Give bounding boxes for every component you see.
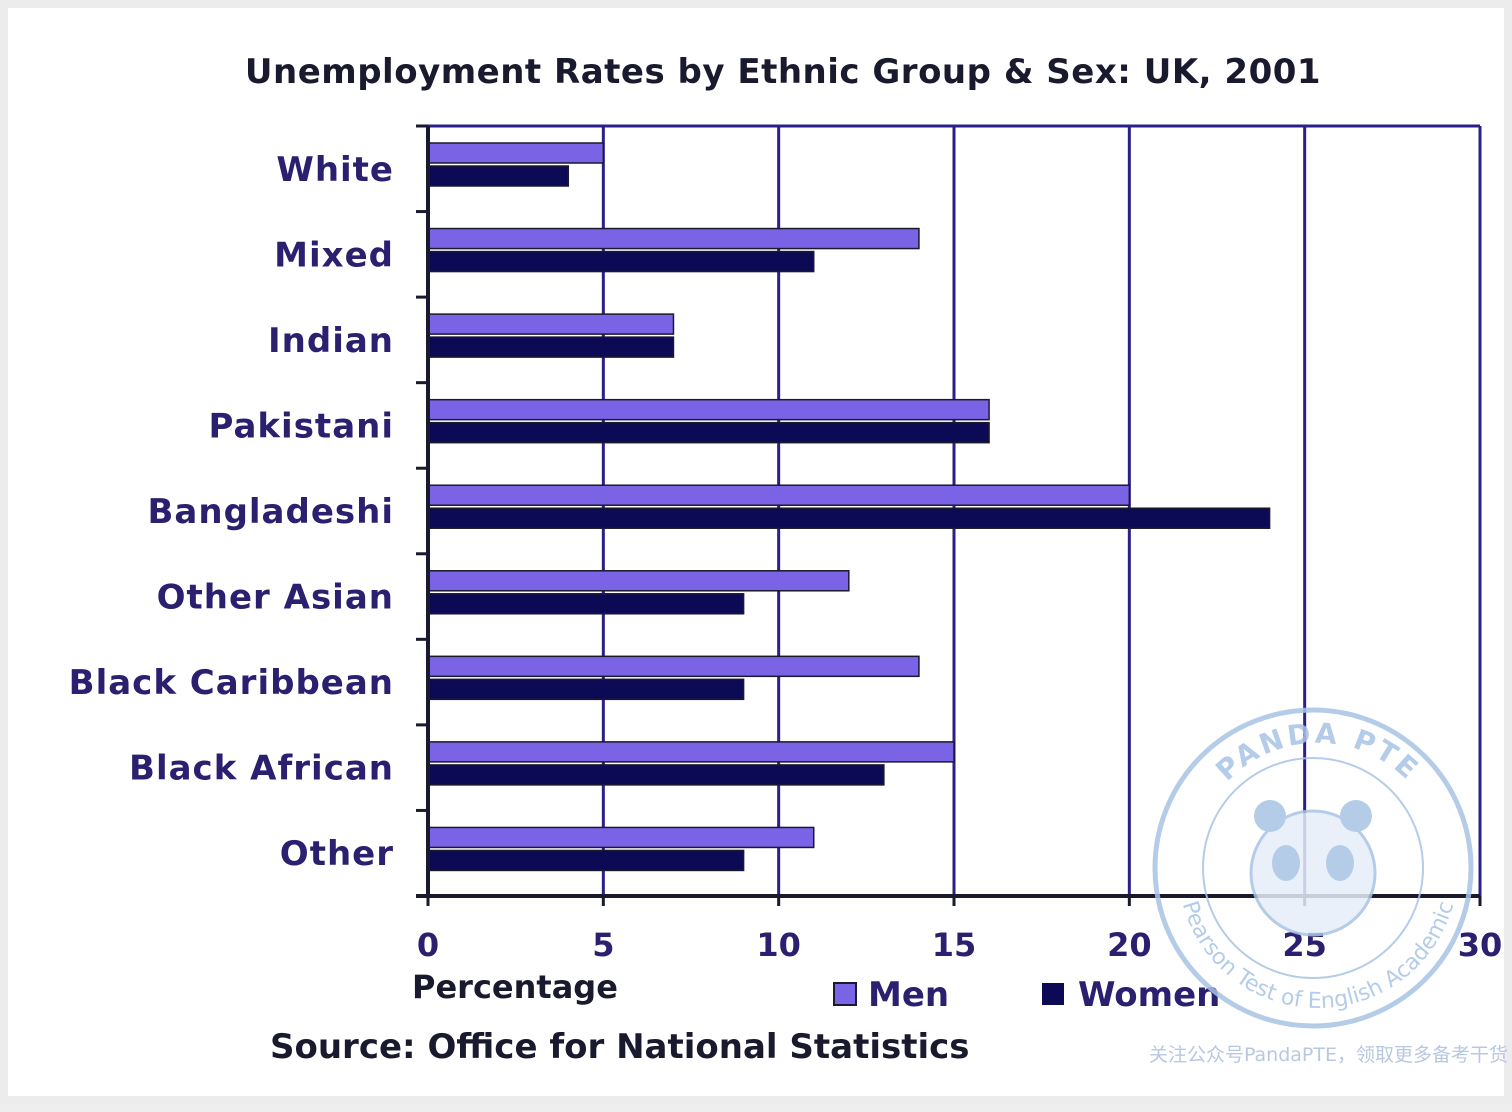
x-tick-label: 20 bbox=[1107, 926, 1152, 964]
plot-area: 0 5 10 15 20 25 30WhiteMixedIndianPakistaniBan… bbox=[69, 124, 1503, 964]
source-note: Source: Office for National Statistics bbox=[270, 1027, 970, 1067]
bar-chart: Unemployment Rates by Ethnic Group & Sex… bbox=[69, 52, 1508, 1067]
category-label: Other Asian bbox=[157, 578, 394, 618]
category-label: Indian bbox=[268, 321, 394, 361]
panda-pte-watermark-seal: PANDA PTE Pearson Test of English Academ… bbox=[1152, 707, 1474, 1029]
bar-women bbox=[427, 336, 675, 358]
chart-title: Unemployment Rates by Ethnic Group & Sex… bbox=[245, 52, 1321, 92]
bar-men bbox=[427, 570, 850, 592]
x-axis-label: Percentage bbox=[412, 968, 618, 1006]
bar-men bbox=[427, 227, 920, 250]
bar-men bbox=[427, 313, 675, 335]
x-tick-label: 5 bbox=[592, 926, 614, 964]
bar-women bbox=[427, 507, 1271, 529]
watermark-caption: 关注公众号PandaPTE，领取更多备考干货 bbox=[1149, 1044, 1508, 1066]
category-label: White bbox=[276, 150, 394, 190]
bar-men bbox=[427, 655, 920, 678]
bar-women bbox=[427, 593, 745, 615]
legend: Men Women bbox=[833, 975, 1220, 1015]
bar-men bbox=[427, 484, 1131, 506]
bar-women bbox=[427, 165, 570, 187]
legend-swatch-men bbox=[833, 982, 857, 1006]
bar-women bbox=[427, 849, 745, 872]
category-label: Black African bbox=[129, 749, 394, 789]
legend-label-men: Men bbox=[868, 975, 949, 1015]
category-label: Black Caribbean bbox=[69, 663, 394, 703]
category-label: Other bbox=[280, 834, 394, 874]
bar-women bbox=[427, 678, 745, 701]
bar-women bbox=[427, 250, 815, 273]
bar-women bbox=[427, 764, 885, 786]
bar-men bbox=[427, 398, 990, 421]
legend-label-women: Women bbox=[1078, 975, 1220, 1015]
bar-women bbox=[427, 421, 990, 444]
bar-men bbox=[427, 142, 605, 164]
x-tick-label: 15 bbox=[932, 926, 977, 964]
category-label: Bangladeshi bbox=[148, 492, 395, 532]
x-tick-label: 10 bbox=[756, 926, 801, 964]
legend-swatch-women bbox=[1042, 983, 1064, 1005]
category-label: Mixed bbox=[274, 235, 394, 275]
x-tick-label: 0 bbox=[417, 926, 439, 964]
category-label: Pakistani bbox=[208, 406, 394, 446]
x-tick-label: 30 bbox=[1458, 926, 1503, 964]
bar-men bbox=[427, 741, 955, 763]
bar-men bbox=[427, 826, 815, 849]
